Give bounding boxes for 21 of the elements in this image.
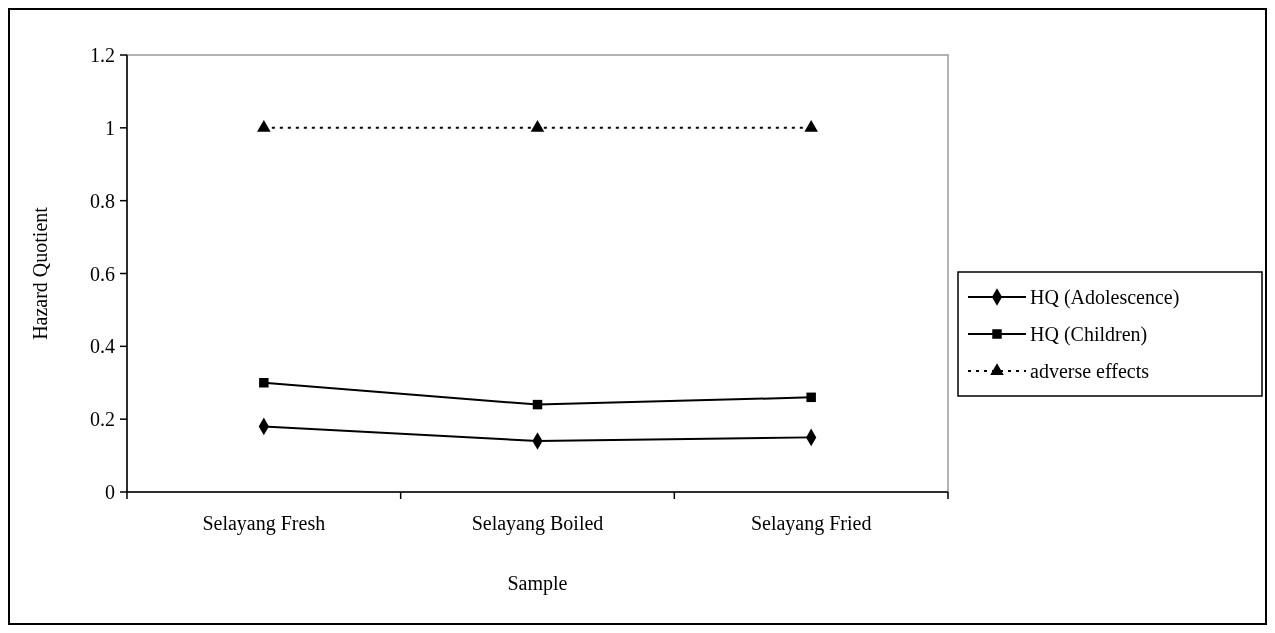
y-tick-label: 0.8 <box>90 189 115 212</box>
point <box>259 378 269 388</box>
point <box>532 399 543 410</box>
x-axis-title: Sample <box>507 572 568 595</box>
y-axis-title: Hazard Quotient <box>29 206 51 340</box>
y-tick-label: 0.6 <box>90 262 115 285</box>
x-tick-label: Selayang Fresh <box>202 512 326 535</box>
point <box>257 119 271 132</box>
point <box>806 392 816 403</box>
legend-label: adverse effects <box>1030 360 1150 382</box>
point <box>530 119 545 132</box>
y-tick-label: 1.2 <box>90 44 115 66</box>
x-tick-label: Selayang Boiled <box>471 512 604 535</box>
point <box>804 119 818 132</box>
y-tick-label: 0.4 <box>90 335 115 358</box>
legend-label: HQ (Children) <box>1030 323 1148 346</box>
y-tick-label: 1 <box>105 116 115 139</box>
y-tick-label: 0.2 <box>90 408 115 431</box>
x-tick-label: Selayang Fried <box>750 512 872 535</box>
legend-label: HQ (Adolescence) <box>1030 286 1180 309</box>
y-tick-label: 0 <box>105 481 115 503</box>
